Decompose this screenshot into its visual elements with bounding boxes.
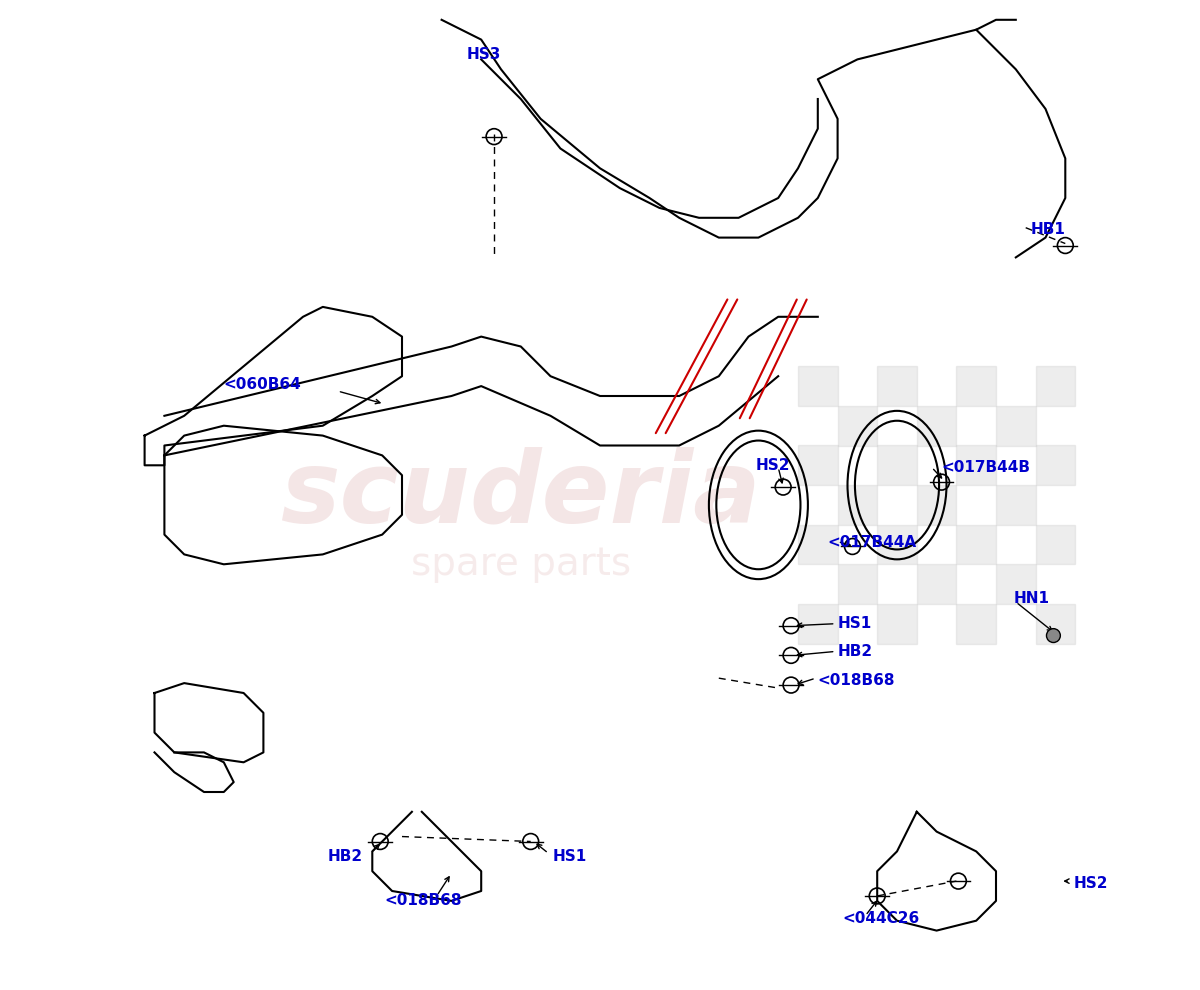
Bar [1036,446,1075,485]
Text: HN1: HN1 [1014,591,1050,607]
Text: <044C26: <044C26 [842,911,919,927]
Bar [838,485,877,525]
Bar [1036,366,1075,406]
Bar [798,366,838,406]
Bar [996,485,1036,525]
Text: <018B68: <018B68 [384,893,462,909]
Bar [956,366,996,406]
Text: HS3: HS3 [467,47,500,62]
Bar [956,446,996,485]
Bar [956,525,996,564]
Text: <018B68: <018B68 [818,672,895,688]
Text: HB2: HB2 [328,848,362,864]
Bar [917,564,956,604]
Text: spare parts: spare parts [410,545,631,583]
Text: HS1: HS1 [838,616,872,632]
Text: HB1: HB1 [1031,222,1066,238]
Bar [877,525,917,564]
Bar [838,406,877,446]
Bar [877,604,917,644]
Bar [1036,604,1075,644]
Bar [877,366,917,406]
Text: <060B64: <060B64 [224,376,301,392]
Bar [917,406,956,446]
Bar [838,564,877,604]
Circle shape [1046,629,1061,643]
Text: <017B44B: <017B44B [942,459,1031,475]
Text: HS2: HS2 [1073,875,1108,891]
Bar [877,446,917,485]
Bar [996,564,1036,604]
Text: HB2: HB2 [838,644,872,659]
Bar [798,446,838,485]
Text: HS2: HS2 [756,457,790,473]
Bar [1036,525,1075,564]
Bar [996,406,1036,446]
Text: HS1: HS1 [552,848,587,864]
Bar [798,525,838,564]
Text: <017B44A: <017B44A [828,535,917,550]
Text: scuderia: scuderia [281,446,761,544]
Bar [956,604,996,644]
Bar [917,485,956,525]
Bar [798,604,838,644]
